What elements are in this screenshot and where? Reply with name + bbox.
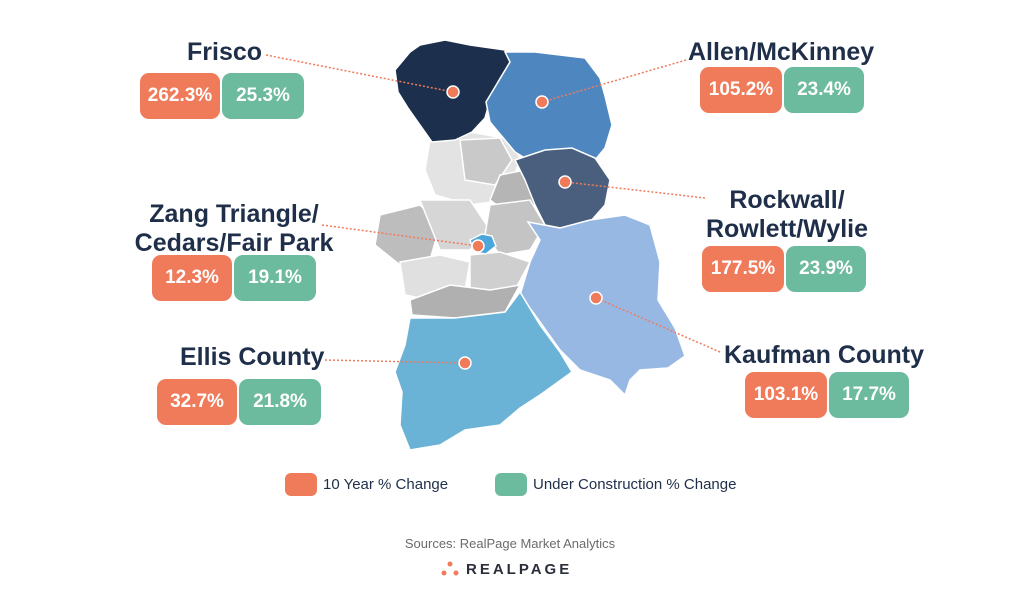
zang-under-construction-badge: 19.1% (234, 255, 316, 301)
region-label-kaufman: Kaufman County (724, 341, 924, 369)
legend-under-construction-swatch (495, 473, 527, 496)
region-label-ellis: Ellis County (180, 343, 325, 371)
region-markers (446, 85, 603, 370)
legend-ten-year-label: 10 Year % Change (323, 476, 449, 493)
rockwall-label-line2: Rowlett/Wylie (705, 215, 869, 243)
legend-under-construction: Under Construction % Change (495, 473, 736, 496)
legend-ten-year: 10 Year % Change (285, 473, 448, 496)
source-text: Sources: RealPage Market Analytics (404, 536, 616, 551)
zang-ten-year-badge: 12.3% (152, 255, 232, 301)
rockwall-ten-year-badge: 177.5% (702, 246, 784, 292)
legend-ten-year-swatch (285, 473, 317, 496)
kaufman-under-construction-badge: 17.7% (829, 372, 909, 418)
allen-under-construction-badge: 23.4% (784, 67, 864, 113)
other-submarkets (374, 131, 546, 319)
region-label-rockwall: Rockwall/ Rowlett/Wylie (692, 186, 882, 244)
legend-under-construction-label: Under Construction % Change (533, 476, 737, 493)
rockwall-under-construction-badge: 23.9% (786, 246, 866, 292)
region-label-frisco: Frisco (187, 38, 263, 66)
leader-lines (265, 54, 721, 364)
region-ellis-shape (394, 290, 573, 451)
kaufman-marker (589, 291, 603, 305)
zang-marker (471, 239, 485, 253)
zang-label-line1: Zang Triangle/ (149, 200, 319, 228)
ellis-ten-year-badge: 32.7% (157, 379, 237, 425)
frisco-under-construction-badge: 25.3% (222, 73, 304, 119)
region-label-zang: Zang Triangle/ Cedars/Fair Park (128, 200, 340, 258)
zang-label-line2: Cedars/Fair Park (134, 229, 334, 257)
kaufman-ten-year-badge: 103.1% (745, 372, 827, 418)
brand-logo: REALPAGE (440, 560, 572, 578)
realpage-logo-icon (441, 561, 459, 576)
rockwall-marker (558, 175, 572, 189)
rockwall-label-line1: Rockwall/ (729, 186, 845, 214)
frisco-ten-year-badge: 262.3% (140, 73, 220, 119)
frisco-marker (446, 85, 460, 99)
allen-ten-year-badge: 105.2% (700, 67, 782, 113)
brand-text: REALPAGE (466, 560, 573, 578)
ellis-under-construction-badge: 21.8% (239, 379, 321, 425)
ellis-marker (458, 356, 472, 370)
region-label-allen: Allen/McKinney (688, 38, 875, 66)
allen-marker (535, 95, 549, 109)
